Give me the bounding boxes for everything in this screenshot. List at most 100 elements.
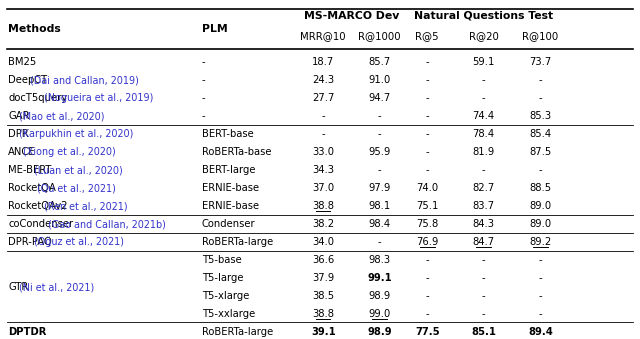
Text: 98.1: 98.1: [368, 201, 390, 211]
Text: -: -: [538, 291, 542, 301]
Text: 95.9: 95.9: [368, 147, 390, 157]
Text: 78.4: 78.4: [472, 129, 495, 139]
Text: DPR: DPR: [8, 129, 29, 139]
Text: 38.8: 38.8: [312, 201, 334, 211]
Text: (Karpukhin et al., 2020): (Karpukhin et al., 2020): [19, 129, 134, 139]
Text: (Dai and Callan, 2019): (Dai and Callan, 2019): [30, 75, 139, 85]
Text: RocketQA: RocketQA: [8, 183, 56, 193]
Text: (Ni et al., 2021): (Ni et al., 2021): [19, 282, 94, 292]
Text: -: -: [426, 147, 429, 157]
Text: -: -: [426, 291, 429, 301]
Text: 74.4: 74.4: [472, 111, 495, 121]
Text: coCondenser: coCondenser: [8, 219, 74, 229]
Text: 85.4: 85.4: [529, 129, 552, 139]
Text: T5-base: T5-base: [202, 255, 242, 265]
Text: -: -: [202, 75, 205, 85]
Text: 34.0: 34.0: [312, 237, 334, 247]
Text: 94.7: 94.7: [368, 93, 390, 103]
Text: -: -: [482, 291, 485, 301]
Text: DPTDR: DPTDR: [8, 327, 47, 337]
Text: ERNIE-base: ERNIE-base: [202, 201, 259, 211]
Text: -: -: [482, 165, 485, 175]
Text: 98.9: 98.9: [367, 327, 392, 337]
Text: 98.4: 98.4: [369, 219, 390, 229]
Text: (Oğuz et al., 2021): (Oğuz et al., 2021): [33, 237, 124, 247]
Text: -: -: [426, 75, 429, 85]
Text: 37.0: 37.0: [312, 183, 334, 193]
Text: DPR-PAQ: DPR-PAQ: [8, 237, 52, 247]
Text: 99.0: 99.0: [368, 309, 390, 319]
Text: -: -: [538, 165, 542, 175]
Text: 33.0: 33.0: [312, 147, 334, 157]
Text: -: -: [378, 129, 381, 139]
Text: (Nogueira et al., 2019): (Nogueira et al., 2019): [44, 93, 154, 103]
Text: 84.7: 84.7: [472, 237, 495, 247]
Text: ANCE: ANCE: [8, 147, 36, 157]
Text: 98.9: 98.9: [368, 291, 390, 301]
Text: 87.5: 87.5: [529, 147, 552, 157]
Text: DeepCT: DeepCT: [8, 75, 47, 85]
Text: RoBERTa-base: RoBERTa-base: [202, 147, 271, 157]
Text: -: -: [378, 111, 381, 121]
Text: 74.0: 74.0: [416, 183, 438, 193]
Text: -: -: [538, 93, 542, 103]
Text: 38.8: 38.8: [312, 309, 334, 319]
Text: R@1000: R@1000: [358, 31, 401, 41]
Text: 97.9: 97.9: [368, 183, 390, 193]
Text: 24.3: 24.3: [312, 75, 334, 85]
Text: 85.1: 85.1: [471, 327, 496, 337]
Text: -: -: [378, 165, 381, 175]
Text: 36.6: 36.6: [312, 255, 334, 265]
Text: 91.0: 91.0: [368, 75, 390, 85]
Text: ME-BERT: ME-BERT: [8, 165, 52, 175]
Text: -: -: [202, 93, 205, 103]
Text: 89.0: 89.0: [529, 219, 552, 229]
Text: 99.1: 99.1: [367, 273, 392, 283]
Text: 83.7: 83.7: [472, 201, 495, 211]
Text: -: -: [426, 93, 429, 103]
Text: -: -: [482, 309, 485, 319]
Text: RoBERTa-large: RoBERTa-large: [202, 237, 273, 247]
Text: (Qu et al., 2021): (Qu et al., 2021): [37, 183, 116, 193]
Text: BERT-base: BERT-base: [202, 129, 253, 139]
Text: 98.3: 98.3: [369, 255, 390, 265]
Text: 75.8: 75.8: [416, 219, 438, 229]
Text: (Mao et al., 2020): (Mao et al., 2020): [19, 111, 104, 121]
Text: -: -: [202, 111, 205, 121]
Text: MRR@10: MRR@10: [300, 31, 346, 41]
Text: -: -: [482, 75, 485, 85]
Text: 39.1: 39.1: [311, 327, 335, 337]
Text: -: -: [426, 57, 429, 67]
Text: -: -: [482, 93, 485, 103]
Text: ERNIE-base: ERNIE-base: [202, 183, 259, 193]
Text: docT5query: docT5query: [8, 93, 67, 103]
Text: 77.5: 77.5: [415, 327, 440, 337]
Text: Methods: Methods: [8, 24, 61, 34]
Text: Natural Questions Test: Natural Questions Test: [414, 11, 554, 21]
Text: 18.7: 18.7: [312, 57, 334, 67]
Text: 89.2: 89.2: [529, 237, 552, 247]
Text: 89.4: 89.4: [528, 327, 553, 337]
Text: -: -: [538, 273, 542, 283]
Text: -: -: [426, 129, 429, 139]
Text: -: -: [378, 237, 381, 247]
Text: 89.0: 89.0: [529, 201, 552, 211]
Text: -: -: [426, 255, 429, 265]
Text: 88.5: 88.5: [529, 183, 552, 193]
Text: (Ren et al., 2021): (Ren et al., 2021): [44, 201, 128, 211]
Text: T5-xlarge: T5-xlarge: [202, 291, 249, 301]
Text: T5-large: T5-large: [202, 273, 243, 283]
Text: 76.9: 76.9: [416, 237, 438, 247]
Text: BERT-large: BERT-large: [202, 165, 255, 175]
Text: -: -: [321, 111, 325, 121]
Text: 27.7: 27.7: [312, 93, 334, 103]
Text: -: -: [538, 75, 542, 85]
Text: T5-xxlarge: T5-xxlarge: [202, 309, 255, 319]
Text: RoBERTa-large: RoBERTa-large: [202, 327, 273, 337]
Text: PLM: PLM: [202, 24, 228, 34]
Text: -: -: [426, 273, 429, 283]
Text: -: -: [321, 129, 325, 139]
Text: Condenser: Condenser: [202, 219, 255, 229]
Text: 75.1: 75.1: [416, 201, 438, 211]
Text: RocketQAv2: RocketQAv2: [8, 201, 68, 211]
